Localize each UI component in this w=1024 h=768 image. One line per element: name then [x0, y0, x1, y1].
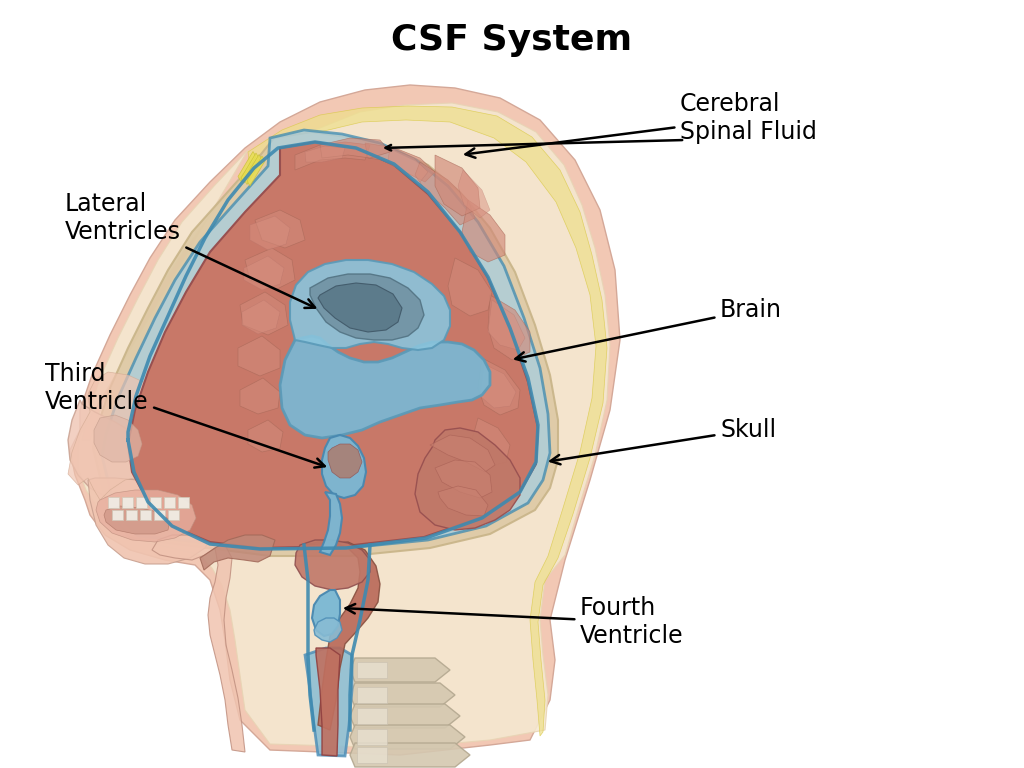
Polygon shape — [104, 506, 170, 534]
Polygon shape — [462, 200, 505, 262]
Polygon shape — [314, 618, 342, 642]
Polygon shape — [178, 497, 189, 508]
Polygon shape — [316, 648, 340, 756]
Polygon shape — [388, 148, 428, 182]
Polygon shape — [310, 274, 424, 340]
Polygon shape — [488, 295, 530, 360]
Polygon shape — [96, 490, 196, 542]
Polygon shape — [350, 743, 470, 767]
Text: Skull: Skull — [551, 418, 776, 465]
Polygon shape — [305, 648, 352, 756]
Polygon shape — [93, 132, 558, 556]
Polygon shape — [150, 497, 161, 508]
Polygon shape — [357, 687, 387, 703]
Polygon shape — [415, 428, 520, 530]
Polygon shape — [478, 358, 520, 415]
Polygon shape — [328, 444, 362, 478]
Polygon shape — [68, 400, 158, 502]
Polygon shape — [136, 497, 147, 508]
Polygon shape — [164, 497, 175, 508]
Polygon shape — [438, 486, 488, 516]
Polygon shape — [78, 103, 610, 748]
Polygon shape — [430, 435, 495, 472]
Polygon shape — [350, 725, 465, 749]
Polygon shape — [102, 130, 550, 548]
Polygon shape — [357, 729, 387, 745]
Polygon shape — [280, 336, 490, 438]
Polygon shape — [350, 683, 455, 707]
Polygon shape — [112, 510, 123, 520]
Polygon shape — [126, 510, 137, 520]
Text: Lateral
Ventricles: Lateral Ventricles — [65, 192, 315, 308]
Polygon shape — [108, 497, 119, 508]
Polygon shape — [415, 162, 475, 225]
Text: Brain: Brain — [515, 298, 782, 362]
Polygon shape — [244, 154, 262, 184]
Polygon shape — [312, 590, 340, 636]
Polygon shape — [290, 260, 450, 350]
Polygon shape — [350, 658, 450, 682]
Polygon shape — [488, 300, 525, 350]
Text: Cerebral
Spinal Fluid: Cerebral Spinal Fluid — [466, 92, 817, 157]
Polygon shape — [200, 535, 275, 570]
Polygon shape — [152, 535, 245, 752]
Polygon shape — [255, 210, 305, 248]
Polygon shape — [238, 336, 280, 376]
Text: CSF System: CSF System — [391, 23, 633, 57]
Polygon shape — [88, 478, 212, 564]
Polygon shape — [295, 540, 370, 590]
Polygon shape — [248, 420, 283, 452]
Polygon shape — [122, 497, 133, 508]
Polygon shape — [435, 155, 480, 216]
Polygon shape — [245, 248, 295, 290]
Polygon shape — [242, 300, 280, 334]
Polygon shape — [128, 142, 538, 548]
Polygon shape — [295, 142, 370, 170]
Polygon shape — [248, 106, 607, 736]
Polygon shape — [94, 415, 142, 462]
Polygon shape — [154, 510, 165, 520]
Polygon shape — [458, 170, 490, 218]
Polygon shape — [305, 542, 380, 730]
Polygon shape — [238, 151, 256, 181]
Polygon shape — [357, 708, 387, 724]
Polygon shape — [240, 292, 288, 335]
Polygon shape — [357, 747, 387, 763]
Polygon shape — [68, 372, 193, 500]
Polygon shape — [140, 510, 151, 520]
Polygon shape — [365, 143, 435, 182]
Text: Fourth
Ventricle: Fourth Ventricle — [345, 596, 684, 648]
Polygon shape — [472, 418, 510, 466]
Polygon shape — [322, 435, 366, 498]
Polygon shape — [319, 138, 390, 158]
Polygon shape — [250, 216, 290, 250]
Polygon shape — [240, 378, 280, 414]
Polygon shape — [480, 364, 516, 408]
Polygon shape — [168, 510, 179, 520]
Polygon shape — [357, 662, 387, 678]
Text: Third
Ventricle: Third Ventricle — [45, 362, 325, 468]
Polygon shape — [319, 492, 342, 555]
Polygon shape — [244, 256, 284, 290]
Polygon shape — [241, 153, 259, 183]
Polygon shape — [449, 258, 492, 316]
Polygon shape — [305, 146, 345, 162]
Polygon shape — [247, 156, 265, 186]
Polygon shape — [318, 283, 402, 332]
Polygon shape — [350, 704, 460, 728]
Polygon shape — [70, 85, 620, 755]
Polygon shape — [435, 460, 492, 498]
